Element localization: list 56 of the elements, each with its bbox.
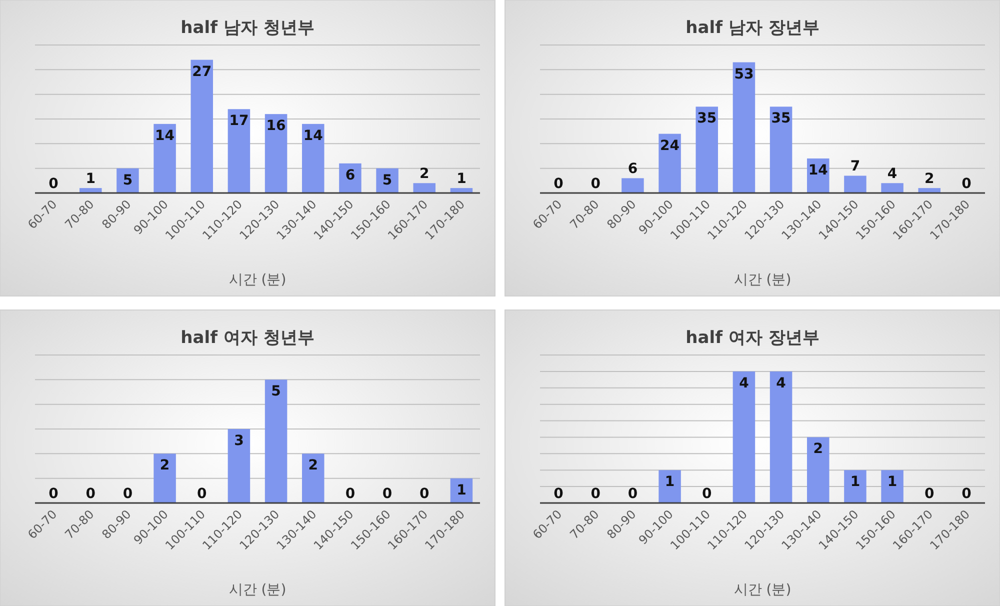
data-label: 35: [771, 110, 791, 127]
chart-title: half 남자 청년부: [180, 18, 314, 38]
x-axis-title: 시간 (분): [228, 582, 286, 598]
data-label: 0: [420, 486, 430, 502]
data-label: 0: [382, 486, 392, 502]
data-label: 35: [697, 110, 717, 127]
x-axis-title: 시간 (분): [734, 272, 792, 288]
chart-title: half 여자 장년부: [686, 328, 820, 348]
data-label: 0: [48, 176, 59, 192]
data-label: 0: [122, 486, 133, 502]
data-label: 14: [808, 162, 828, 178]
data-label: 0: [48, 486, 59, 502]
data-label: 0: [962, 176, 972, 192]
data-label: 4: [776, 375, 786, 392]
data-label: 0: [345, 486, 356, 502]
x-axis-title: 시간 (분): [228, 272, 286, 288]
data-label: 14: [155, 128, 175, 144]
data-label: 4: [887, 166, 898, 182]
data-label: 2: [160, 458, 170, 474]
x-axis-title: 시간 (분): [734, 582, 792, 598]
data-label: 1: [887, 474, 898, 490]
data-label: 1: [456, 482, 466, 498]
data-label: 2: [924, 171, 934, 188]
data-label: 0: [197, 486, 207, 502]
data-label: 17: [229, 113, 249, 130]
data-label: 4: [739, 375, 750, 392]
data-label: 5: [382, 172, 392, 188]
data-label: 1: [456, 171, 466, 188]
data-label: 2: [308, 458, 318, 474]
data-label: 7: [850, 158, 860, 175]
data-label: 3: [234, 433, 244, 449]
data-label: 5: [122, 172, 133, 188]
data-label: 1: [850, 474, 860, 490]
data-label: 2: [813, 441, 823, 458]
data-label: 0: [554, 486, 564, 502]
data-label: 6: [628, 161, 638, 178]
data-label: 0: [962, 486, 972, 502]
data-label: 16: [266, 118, 286, 134]
data-label: 6: [345, 167, 356, 184]
data-label: 1: [664, 474, 675, 490]
data-label: 2: [420, 166, 430, 182]
data-label: 0: [590, 176, 601, 192]
data-label: 0: [554, 176, 564, 192]
data-label: 0: [590, 486, 601, 502]
chart-title: half 남자 장년부: [686, 18, 820, 38]
data-label: 0: [702, 486, 712, 502]
data-label: 0: [924, 486, 934, 502]
chart-title: half 여자 청년부: [180, 328, 314, 348]
data-label: 0: [628, 486, 638, 502]
data-label: 5: [271, 384, 281, 400]
data-label: 0: [86, 486, 96, 502]
data-label: 1: [86, 171, 96, 188]
data-label: 27: [192, 64, 212, 80]
data-label: 14: [303, 128, 324, 144]
data-label: 53: [734, 66, 754, 82]
data-label: 24: [660, 138, 680, 154]
